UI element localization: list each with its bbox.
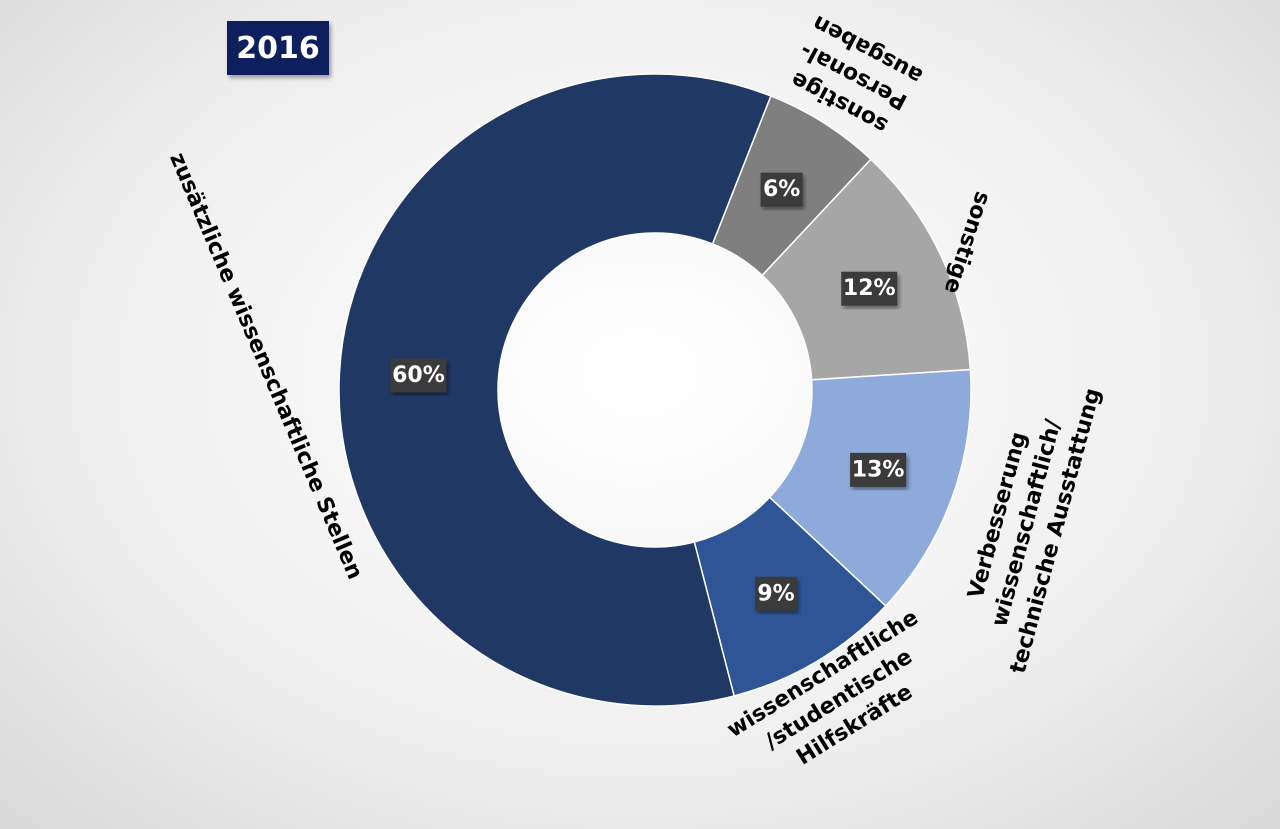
value-label-text: 13% — [852, 457, 905, 482]
value-label-text: 9% — [757, 581, 794, 606]
year-badge: 2016 — [227, 21, 329, 75]
category-label: zusätzliche wissenschaftliche Stellen — [164, 149, 367, 583]
value-label: 6% — [760, 172, 803, 207]
value-label: 60% — [390, 358, 447, 393]
value-label-box — [850, 452, 907, 487]
value-label-box — [841, 271, 898, 306]
donut-slice — [768, 368, 972, 607]
category-label-line: sonstige — [939, 188, 995, 296]
value-label: 12% — [841, 271, 898, 306]
category-label-line: zusätzliche wissenschaftliche Stellen — [164, 149, 367, 583]
category-label: sonstige — [939, 188, 995, 296]
value-label: 13% — [850, 452, 907, 487]
value-labels: 6% 12% 13% 9% 60% — [390, 172, 907, 611]
category-label: Verbesserungwissenschaftlich/technische … — [964, 386, 1106, 677]
value-label: 9% — [754, 576, 797, 611]
value-label-text: 6% — [763, 177, 800, 202]
value-label-box — [754, 576, 797, 611]
value-label-text: 60% — [392, 363, 445, 388]
value-label-text: 12% — [843, 276, 896, 301]
donut-slice — [338, 73, 772, 707]
value-label-box — [390, 358, 447, 393]
value-label-box — [760, 172, 803, 207]
donut-slice — [761, 158, 972, 381]
